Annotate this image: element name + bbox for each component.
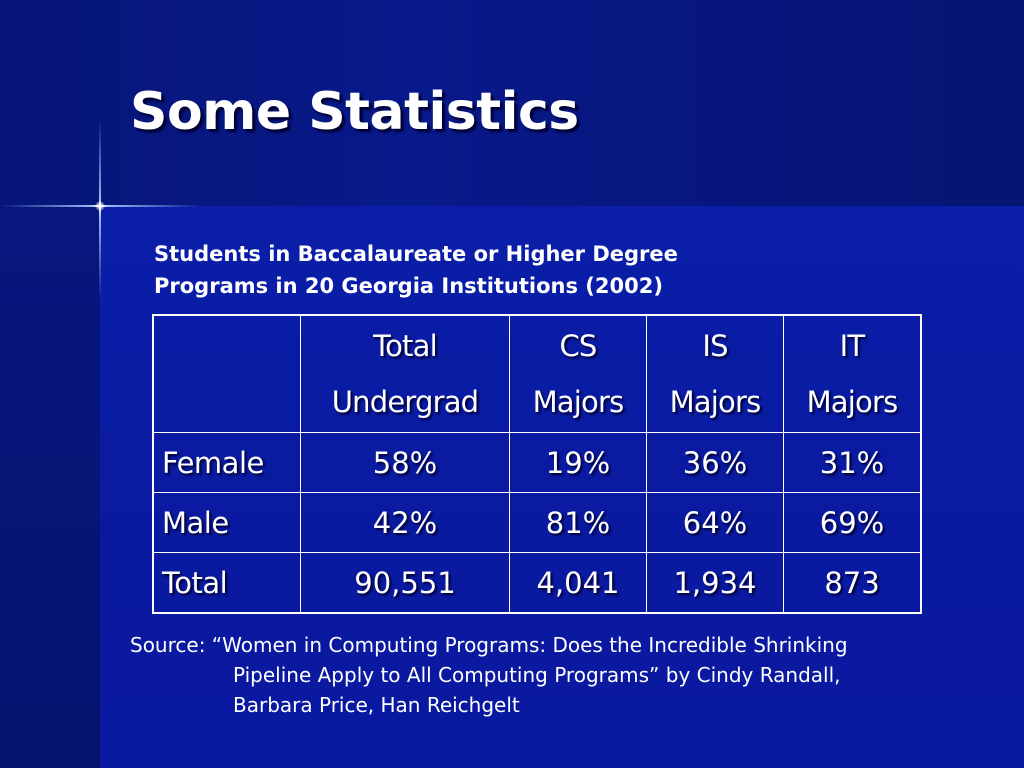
- header-line: Undergrad: [331, 385, 479, 419]
- table-cell: 64%: [646, 492, 784, 553]
- table-cell: 90,551: [300, 552, 510, 614]
- header-line: CS: [559, 329, 597, 363]
- header-line: IT: [839, 329, 865, 363]
- table-cell: 36%: [646, 432, 784, 493]
- header-line: Majors: [806, 385, 899, 419]
- table-row-male: Male 42% 81% 64% 69%: [152, 492, 922, 553]
- caption-line-2: Programs in 20 Georgia Institutions (200…: [154, 274, 663, 298]
- slide-title: Some Statistics: [130, 82, 579, 142]
- table-caption: Students in Baccalaureate or Higher Degr…: [154, 238, 914, 302]
- row-label: Female: [152, 432, 301, 493]
- header-cell-it-majors: IT Majors: [783, 314, 922, 433]
- table-cell: 42%: [300, 492, 510, 553]
- source-line-3: Barbara Price, Han Reichgelt: [233, 693, 520, 717]
- table-row-total: Total 90,551 4,041 1,934 873: [152, 552, 922, 614]
- table-cell: 4,041: [509, 552, 647, 614]
- left-band: [0, 206, 100, 768]
- source-line-1: Source: “Women in Computing Programs: Do…: [130, 633, 848, 657]
- header-line: Total: [373, 329, 438, 363]
- row-label: Total: [152, 552, 301, 614]
- row-label: Male: [152, 492, 301, 553]
- statistics-table: Total Undergrad CS Majors IS Majors IT M…: [152, 314, 922, 614]
- header-line: Majors: [532, 385, 625, 419]
- source-citation: Source: “Women in Computing Programs: Do…: [130, 630, 990, 720]
- table-cell: 81%: [509, 492, 647, 553]
- table-cell: 58%: [300, 432, 510, 493]
- header-cell-is-majors: IS Majors: [646, 314, 784, 433]
- header-band: [0, 0, 1024, 206]
- source-line-2: Pipeline Apply to All Computing Programs…: [233, 663, 841, 687]
- header-line: IS: [702, 329, 728, 363]
- table-cell: 31%: [783, 432, 922, 493]
- table-cell: 873: [783, 552, 922, 614]
- table-header-row: Total Undergrad CS Majors IS Majors IT M…: [152, 314, 922, 433]
- caption-line-1: Students in Baccalaureate or Higher Degr…: [154, 242, 678, 266]
- header-line: Majors: [669, 385, 762, 419]
- table-cell: 69%: [783, 492, 922, 553]
- sparkle-icon: [95, 201, 105, 211]
- table-row-female: Female 58% 19% 36% 31%: [152, 432, 922, 493]
- table-cell: 19%: [509, 432, 647, 493]
- header-cell-empty: [152, 314, 301, 433]
- table-cell: 1,934: [646, 552, 784, 614]
- header-cell-cs-majors: CS Majors: [509, 314, 647, 433]
- header-cell-total-undergrad: Total Undergrad: [300, 314, 510, 433]
